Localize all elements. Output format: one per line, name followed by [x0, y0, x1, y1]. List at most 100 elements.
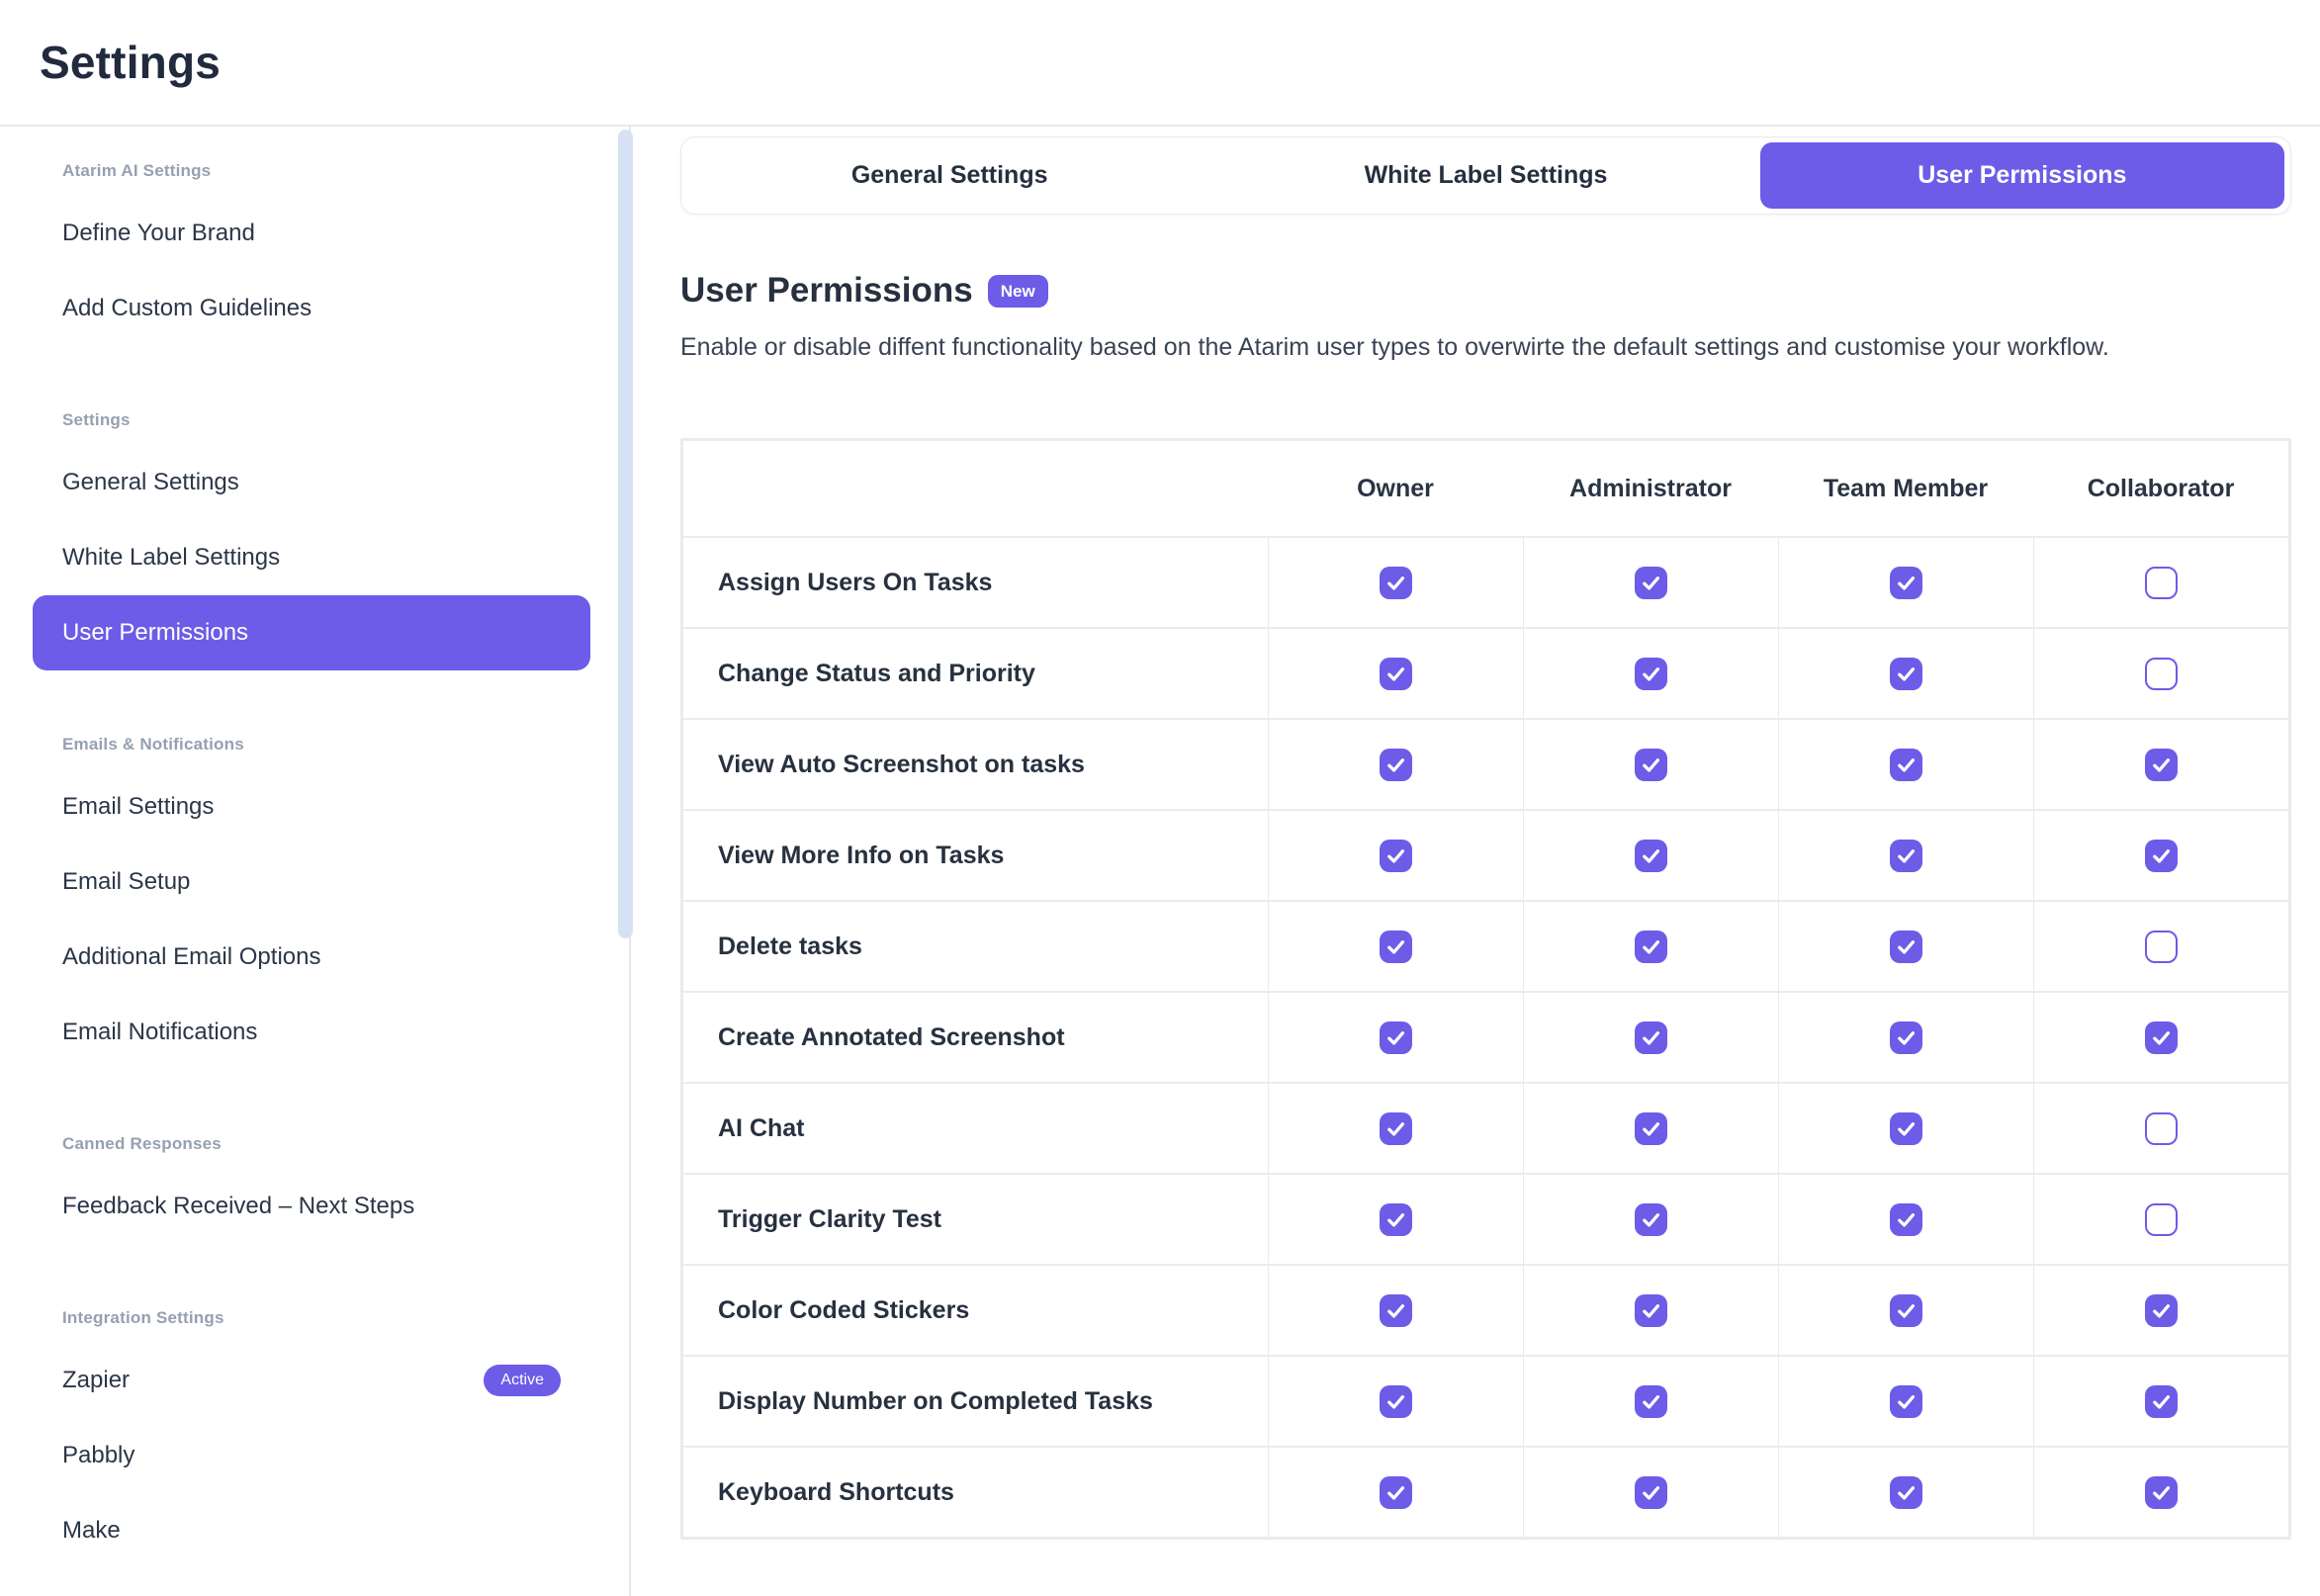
sidebar-section: Canned Responses Feedback Received – Next…: [33, 1133, 590, 1244]
checkbox-checked-owner[interactable]: [1380, 1111, 1412, 1145]
table-row: Display Number on Completed Tasks: [683, 1355, 2288, 1446]
check-icon: [1898, 1485, 1916, 1500]
column-header-owner: Owner: [1357, 474, 1434, 502]
checkbox-checked-owner[interactable]: [1380, 1384, 1412, 1418]
check-icon: [1898, 1030, 1916, 1045]
check-icon: [1898, 1121, 1916, 1136]
permission-cell: [1268, 538, 1523, 627]
checkbox-checked-team-member[interactable]: [1890, 930, 1922, 963]
checkbox-unchecked-collaborator[interactable]: [2145, 657, 2178, 690]
checkbox-checked-owner[interactable]: [1380, 1202, 1412, 1236]
settings-tabs: General Settings White Label Settings User…: [680, 136, 2291, 215]
sidebar-item-make[interactable]: Make: [33, 1493, 590, 1568]
permission-cell: [1778, 1357, 2033, 1446]
check-icon: [1643, 1485, 1660, 1500]
permission-cell: [1523, 1175, 1778, 1264]
checkbox-checked-collaborator[interactable]: [2145, 839, 2178, 872]
checkbox-checked-administrator[interactable]: [1635, 566, 1667, 599]
checkbox-checked-administrator[interactable]: [1635, 657, 1667, 690]
checkbox-checked-team-member[interactable]: [1890, 1475, 1922, 1509]
tab-general-settings[interactable]: General Settings: [850, 161, 1048, 189]
checkbox-checked-collaborator[interactable]: [2145, 1293, 2178, 1327]
checkbox-checked-team-member[interactable]: [1890, 657, 1922, 690]
sidebar-item-additional-email-options[interactable]: Additional Email Options: [33, 920, 590, 995]
column-header-team-member: Team Member: [1823, 474, 1989, 502]
checkbox-checked-owner[interactable]: [1380, 1475, 1412, 1509]
permission-cell: [1268, 1175, 1523, 1264]
checkbox-checked-administrator[interactable]: [1635, 1111, 1667, 1145]
permission-cell: [2033, 993, 2288, 1082]
checkbox-checked-team-member[interactable]: [1890, 566, 1922, 599]
permission-label: Create Annotated Screenshot: [718, 1022, 1065, 1051]
check-icon: [1898, 576, 1916, 590]
checkbox-checked-owner[interactable]: [1380, 748, 1412, 781]
sidebar-item-label: Add Custom Guidelines: [62, 295, 312, 321]
permission-cell: [1268, 1084, 1523, 1173]
checkbox-checked-collaborator[interactable]: [2145, 748, 2178, 781]
sidebar-item-email-settings[interactable]: Email Settings: [33, 769, 590, 844]
checkbox-checked-collaborator[interactable]: [2145, 1475, 2178, 1509]
checkbox-checked-team-member[interactable]: [1890, 1020, 1922, 1054]
checkbox-checked-administrator[interactable]: [1635, 748, 1667, 781]
checkbox-checked-team-member[interactable]: [1890, 1202, 1922, 1236]
checkbox-checked-team-member[interactable]: [1890, 1384, 1922, 1418]
tab-user-permissions[interactable]: User Permissions: [1759, 142, 2284, 209]
sidebar-item-white-label-settings[interactable]: White Label Settings: [33, 520, 590, 595]
table-row: Change Status and Priority: [683, 627, 2288, 718]
section-title: User Permissions: [680, 271, 973, 310]
checkbox-checked-owner[interactable]: [1380, 1020, 1412, 1054]
check-icon: [1387, 1212, 1405, 1227]
sidebar-item-add-custom-guidelines[interactable]: Add Custom Guidelines: [33, 271, 590, 346]
sidebar-item-label: General Settings: [62, 469, 239, 495]
permissions-table: Owner Administrator Team Member Collaborato…: [680, 438, 2291, 1540]
sidebar-section-title: Atarim AI Settings: [62, 161, 212, 180]
checkbox-checked-owner[interactable]: [1380, 839, 1412, 872]
checkbox-checked-team-member[interactable]: [1890, 1293, 1922, 1327]
permission-cell: [1523, 720, 1778, 809]
permission-cell: [1523, 1448, 1778, 1537]
check-icon: [1898, 939, 1916, 954]
permission-cell: [1778, 629, 2033, 718]
sidebar-item-define-your-brand[interactable]: Define Your Brand: [33, 196, 590, 271]
checkbox-unchecked-collaborator[interactable]: [2145, 566, 2178, 599]
check-icon: [1387, 576, 1405, 590]
checkbox-checked-owner[interactable]: [1380, 930, 1412, 963]
checkbox-checked-collaborator[interactable]: [2145, 1020, 2178, 1054]
table-row: Keyboard Shortcuts: [683, 1446, 2288, 1537]
sidebar-item-label: Feedback Received – Next Steps: [62, 1193, 415, 1219]
checkbox-checked-administrator[interactable]: [1635, 1020, 1667, 1054]
checkbox-checked-administrator[interactable]: [1635, 839, 1667, 872]
permission-cell: [1268, 811, 1523, 900]
sidebar-item-pabbly[interactable]: Pabbly: [33, 1418, 590, 1493]
sidebar-item-feedback-received-next-steps[interactable]: Feedback Received – Next Steps: [33, 1169, 590, 1244]
sidebar-item-email-setup[interactable]: Email Setup: [33, 844, 590, 920]
permission-cell: [1268, 629, 1523, 718]
checkbox-checked-administrator[interactable]: [1635, 1293, 1667, 1327]
checkbox-checked-collaborator[interactable]: [2145, 1384, 2178, 1418]
checkbox-checked-owner[interactable]: [1380, 657, 1412, 690]
sidebar-item-label: User Permissions: [62, 619, 249, 646]
sidebar-item-general-settings[interactable]: General Settings: [33, 445, 590, 520]
checkbox-checked-administrator[interactable]: [1635, 930, 1667, 963]
checkbox-checked-owner[interactable]: [1380, 566, 1412, 599]
table-row: Create Annotated Screenshot: [683, 991, 2288, 1082]
checkbox-checked-team-member[interactable]: [1890, 748, 1922, 781]
checkbox-unchecked-collaborator[interactable]: [2145, 1202, 2178, 1236]
checkbox-checked-administrator[interactable]: [1635, 1475, 1667, 1509]
checkbox-checked-administrator[interactable]: [1635, 1202, 1667, 1236]
sidebar-item-zapier[interactable]: Zapier Active: [33, 1343, 590, 1418]
checkbox-unchecked-collaborator[interactable]: [2145, 1111, 2178, 1145]
check-icon: [2153, 1485, 2171, 1500]
check-icon: [1643, 1121, 1660, 1136]
checkbox-checked-team-member[interactable]: [1890, 839, 1922, 872]
checkbox-unchecked-collaborator[interactable]: [2145, 930, 2178, 963]
sidebar-item-user-permissions[interactable]: User Permissions: [33, 595, 590, 670]
sidebar-item-email-notifications[interactable]: Email Notifications: [33, 995, 590, 1070]
permission-cell: [1778, 993, 2033, 1082]
checkbox-checked-administrator[interactable]: [1635, 1384, 1667, 1418]
permission-cell: [2033, 629, 2288, 718]
tab-white-label-settings[interactable]: White Label Settings: [1364, 161, 1608, 189]
checkbox-checked-team-member[interactable]: [1890, 1111, 1922, 1145]
sidebar-scrollbar[interactable]: [618, 130, 633, 938]
checkbox-checked-owner[interactable]: [1380, 1293, 1412, 1327]
